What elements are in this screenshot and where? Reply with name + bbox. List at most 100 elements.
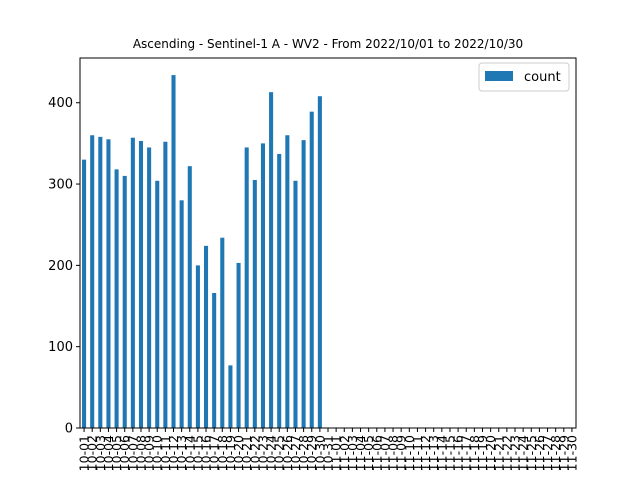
- bar-10-03: [98, 136, 103, 428]
- x-tick-label-10-12: 10-12: [166, 435, 181, 471]
- x-tick-label-10-04: 10-04: [101, 435, 116, 471]
- x-tick-label-10-09: 10-09: [142, 435, 157, 471]
- bar-10-17: [212, 293, 217, 428]
- bar-10-18: [220, 237, 225, 428]
- x-axis: 10-0110-0210-0310-0410-0510-0610-0710-08…: [77, 428, 579, 471]
- x-tick-label-10-28: 10-28: [296, 435, 311, 471]
- legend-label-count: count: [524, 70, 561, 85]
- x-tick-label-10-25: 10-25: [272, 435, 287, 471]
- x-tick-label-11-30: 11-30: [564, 435, 579, 471]
- legend-swatch-count: [485, 71, 513, 81]
- bar-10-15: [195, 265, 200, 428]
- x-tick-label-10-11: 10-11: [158, 435, 173, 471]
- x-tick-label-11-20: 11-20: [483, 435, 498, 471]
- bar-10-01: [82, 159, 87, 428]
- y-tick-label-300: 300: [48, 178, 73, 193]
- x-tick-label-10-22: 10-22: [247, 435, 262, 471]
- x-tick-label-11-13: 11-13: [426, 435, 441, 471]
- x-tick-label-10-20: 10-20: [231, 435, 246, 471]
- x-tick-label-11-11: 11-11: [410, 435, 425, 471]
- bar-10-07: [130, 137, 135, 428]
- x-tick-label-10-01: 10-01: [77, 435, 92, 471]
- x-tick-label-11-23: 11-23: [508, 435, 523, 471]
- bars-group: [82, 75, 322, 429]
- bar-10-19: [228, 365, 233, 428]
- x-tick-label-10-08: 10-08: [133, 435, 148, 471]
- bar-10-12: [171, 75, 176, 429]
- chart-title: Ascending - Sentinel-1 A - WV2 - From 20…: [133, 37, 523, 51]
- x-tick-label-10-31: 10-31: [321, 435, 336, 471]
- bar-10-02: [90, 135, 95, 428]
- x-tick-label-11-08: 11-08: [386, 435, 401, 471]
- x-tick-label-10-27: 10-27: [288, 435, 303, 471]
- y-tick-label-100: 100: [48, 340, 73, 355]
- x-tick-label-10-14: 10-14: [182, 435, 197, 471]
- x-tick-label-11-24: 11-24: [516, 435, 531, 471]
- x-tick-label-10-15: 10-15: [190, 435, 205, 471]
- plot-frame: [79, 57, 577, 429]
- x-tick-label-11-04: 11-04: [353, 435, 368, 471]
- x-tick-label-11-01: 11-01: [329, 435, 344, 471]
- bar-10-21: [244, 147, 249, 428]
- bar-10-04: [106, 139, 111, 429]
- x-tick-label-11-07: 11-07: [377, 435, 392, 471]
- bar-10-08: [138, 140, 144, 428]
- legend-box: [478, 62, 570, 92]
- bar-10-06: [122, 175, 127, 428]
- x-tick-label-11-29: 11-29: [556, 435, 571, 471]
- bar-10-22: [252, 179, 257, 428]
- bar-10-11: [163, 141, 168, 428]
- bar-10-26: [285, 135, 290, 428]
- bar-10-24: [269, 92, 274, 429]
- x-tick-label-11-18: 11-18: [467, 435, 482, 471]
- x-tick-label-11-25: 11-25: [524, 435, 539, 471]
- x-tick-label-11-22: 11-22: [499, 435, 514, 471]
- bar-10-30: [317, 96, 322, 428]
- x-tick-label-10-16: 10-16: [199, 435, 214, 471]
- x-tick-label-11-03: 11-03: [345, 435, 360, 471]
- x-tick-label-11-06: 11-06: [369, 435, 384, 471]
- x-tick-label-10-23: 10-23: [255, 435, 270, 471]
- x-tick-label-11-27: 11-27: [540, 435, 555, 471]
- legend: count: [478, 62, 570, 92]
- x-tick-label-10-19: 10-19: [223, 435, 238, 471]
- x-tick-label-10-21: 10-21: [239, 435, 254, 471]
- x-tick-label-10-05: 10-05: [109, 435, 124, 471]
- x-tick-label-10-24: 10-24: [264, 435, 279, 471]
- x-tick-label-11-26: 11-26: [532, 435, 547, 471]
- x-tick-label-11-15: 11-15: [442, 435, 457, 471]
- y-axis: 0 100 200 300 400: [48, 96, 80, 437]
- x-tick-label-11-16: 11-16: [451, 435, 466, 471]
- x-tick-label-10-02: 10-02: [85, 435, 100, 471]
- x-tick-label-10-26: 10-26: [280, 435, 295, 471]
- x-tick-label-11-05: 11-05: [361, 435, 376, 471]
- x-tick-label-11-10: 11-10: [402, 435, 417, 471]
- x-tick-label-10-13: 10-13: [174, 435, 189, 471]
- bar-10-29: [309, 111, 314, 429]
- bar-10-23: [260, 143, 265, 428]
- x-tick-label-10-03: 10-03: [93, 435, 108, 471]
- y-tick-label-400: 400: [48, 96, 73, 111]
- bar-10-28: [301, 140, 306, 428]
- x-tick-label-11-21: 11-21: [491, 435, 506, 471]
- y-tick-label-200: 200: [48, 259, 73, 274]
- x-tick-label-10-17: 10-17: [207, 435, 222, 471]
- bar-10-09: [147, 147, 152, 428]
- bar-10-14: [187, 166, 192, 428]
- y-tick-label-0: 0: [65, 422, 73, 437]
- x-tick-label-11-09: 11-09: [394, 435, 409, 471]
- x-tick-label-11-19: 11-19: [475, 435, 490, 471]
- x-tick-label-11-02: 11-02: [337, 435, 352, 471]
- x-tick-label-10-29: 10-29: [304, 435, 319, 471]
- x-tick-label-11-17: 11-17: [459, 435, 474, 471]
- x-tick-label-11-14: 11-14: [434, 435, 449, 471]
- bar-10-10: [155, 180, 160, 428]
- bar-10-13: [179, 200, 184, 428]
- bar-10-20: [236, 262, 241, 428]
- x-tick-label-10-30: 10-30: [312, 435, 327, 471]
- x-tick-label-10-06: 10-06: [117, 435, 132, 471]
- x-tick-label-10-18: 10-18: [215, 435, 230, 471]
- x-tick-label-11-28: 11-28: [548, 435, 563, 471]
- bar-10-16: [204, 245, 209, 428]
